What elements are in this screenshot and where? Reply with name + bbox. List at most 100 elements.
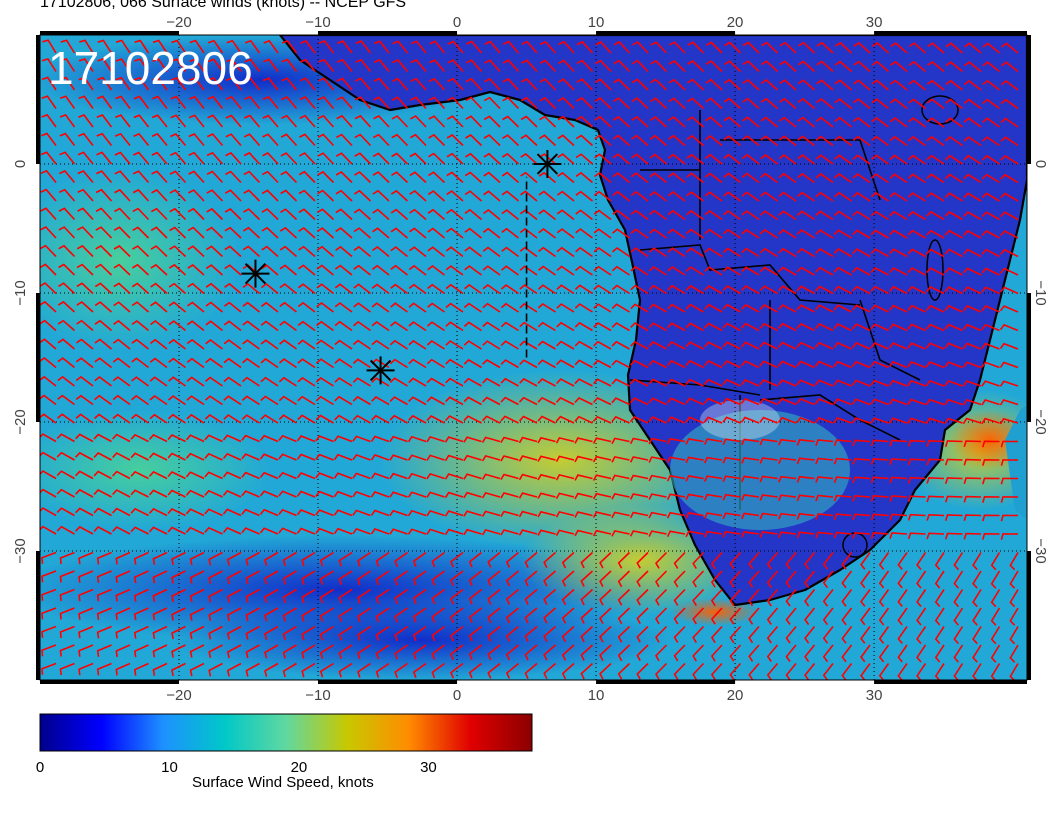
wind-barb <box>673 662 686 680</box>
wind-barb <box>41 132 57 146</box>
wind-barb <box>841 589 853 607</box>
wind-barb <box>500 396 519 406</box>
wind-barb <box>685 378 704 387</box>
wind-barb <box>189 58 205 72</box>
wind-barb <box>518 492 538 499</box>
wind-barb <box>412 607 427 623</box>
wind-barb <box>205 301 224 313</box>
wind-barb <box>185 489 205 498</box>
wind-barb <box>778 228 797 239</box>
wind-barb <box>445 265 464 276</box>
wind-barb <box>897 644 908 663</box>
wind-barb <box>834 41 853 54</box>
wind-barb <box>391 171 409 184</box>
wind-barb <box>264 644 279 659</box>
wind-barb <box>740 360 760 369</box>
wind-barb <box>611 303 630 313</box>
wind-barb <box>95 207 113 221</box>
wind-barb <box>389 472 408 480</box>
wind-barb <box>152 570 168 584</box>
wind-barb <box>97 39 113 54</box>
wind-barb <box>278 434 297 443</box>
wind-barb <box>204 489 223 498</box>
wind-barb <box>151 170 168 184</box>
wind-barb <box>538 171 557 184</box>
wind-barb <box>394 588 408 605</box>
wind-barb <box>925 361 945 369</box>
wind-barb <box>889 513 908 521</box>
wind-barb <box>1009 607 1019 626</box>
wind-barb <box>315 527 334 535</box>
wind-barb <box>389 358 408 369</box>
wind-barb <box>777 416 797 424</box>
frame-segment <box>1027 551 1031 680</box>
wind-barb <box>741 191 760 202</box>
wind-barb <box>261 282 279 295</box>
wind-barb <box>779 60 797 73</box>
wind-barb <box>692 607 705 625</box>
wind-barb <box>226 644 242 659</box>
wind-barb <box>537 415 556 424</box>
wind-barb <box>934 570 945 589</box>
wind-barb <box>613 41 631 54</box>
wind-barb <box>999 286 1019 295</box>
wind-barb <box>463 302 482 313</box>
wind-barb <box>281 96 298 110</box>
wind-barb <box>594 171 612 184</box>
wind-barb <box>375 662 390 678</box>
wind-barb <box>243 208 261 221</box>
wind-barb <box>317 133 335 147</box>
wind-barb <box>241 414 260 424</box>
wind-barb <box>224 189 242 202</box>
wind-barb <box>870 513 889 521</box>
wind-barb <box>169 170 187 184</box>
wind-barb <box>778 135 797 147</box>
wind-barb <box>521 59 538 73</box>
wind-barb <box>870 379 889 387</box>
wind-barb <box>574 511 593 518</box>
wind-barb <box>926 495 945 503</box>
wind-barb <box>169 245 187 258</box>
wind-barb <box>537 436 556 444</box>
wind-barb <box>447 96 464 110</box>
wind-barb <box>561 662 575 680</box>
wind-barb <box>133 551 149 565</box>
wind-barb <box>484 40 501 54</box>
wind-barb <box>816 60 834 73</box>
frame-segment <box>596 31 736 35</box>
wind-barb <box>953 570 964 589</box>
wind-barb <box>878 570 890 589</box>
wind-barb <box>524 551 538 569</box>
wind-barb <box>450 570 464 586</box>
wind-barb <box>611 265 630 276</box>
wind-barb <box>907 323 926 332</box>
wind-barb <box>75 375 94 387</box>
wind-barb <box>766 570 779 588</box>
wind-barb <box>871 154 889 165</box>
wind-barb <box>631 116 649 128</box>
wind-barb <box>133 644 149 658</box>
wind-barb <box>593 359 612 369</box>
wind-barb <box>673 570 686 588</box>
wind-barb <box>785 644 797 662</box>
wind-barb <box>804 570 816 589</box>
wind-barb <box>391 133 409 147</box>
wind-barb <box>463 396 482 406</box>
wind-barb <box>576 59 594 73</box>
wind-barb <box>556 378 575 387</box>
wind-barb <box>687 60 705 73</box>
wind-barb <box>890 60 908 73</box>
wind-barb <box>999 305 1019 313</box>
wind-barb <box>264 570 279 585</box>
wind-barb <box>1009 626 1019 645</box>
wind-barb <box>296 472 316 480</box>
wind-barb <box>464 208 483 221</box>
wind-barb <box>502 96 520 110</box>
wind-barb <box>96 644 112 657</box>
wind-barb <box>149 413 168 424</box>
wind-barb <box>187 263 205 276</box>
wind-barb <box>445 396 464 406</box>
wind-barb <box>889 532 908 539</box>
wind-barb <box>319 625 334 641</box>
wind-barb <box>576 40 594 54</box>
